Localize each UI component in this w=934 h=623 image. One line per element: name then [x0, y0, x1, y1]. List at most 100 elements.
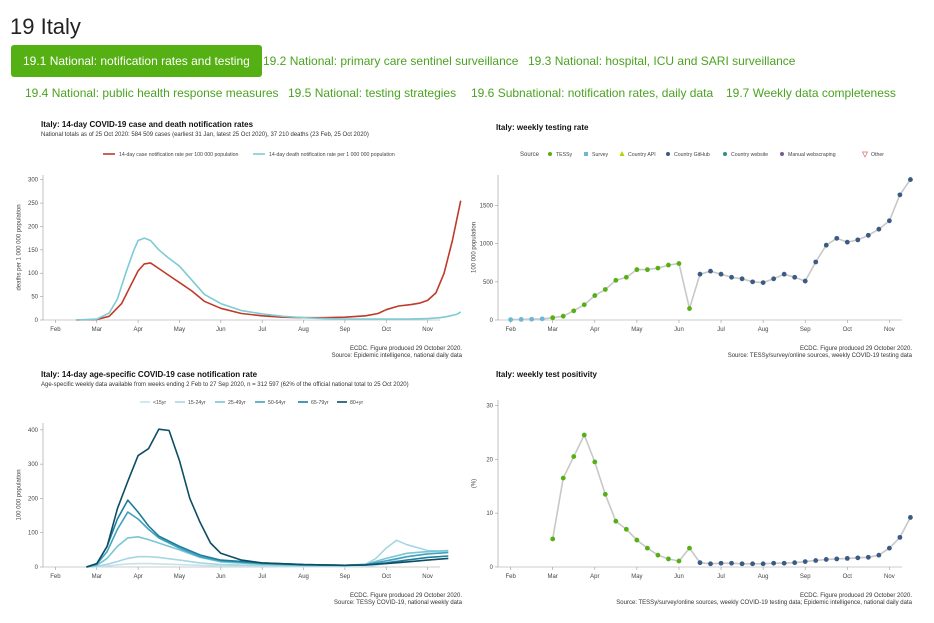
- data-point: [655, 265, 661, 271]
- data-point: [802, 278, 808, 284]
- y-axis-label: Cases per 100 000 and: [15, 216, 16, 278]
- data-point: [781, 560, 787, 566]
- data-point: [886, 545, 892, 551]
- x-tick-label: Jul: [258, 574, 266, 580]
- data-point: [781, 271, 787, 277]
- data-point: [581, 302, 587, 308]
- chart-caption-1: ECDC. Figure produced 29 October 2020.: [349, 346, 462, 352]
- chart-caption-2: Source: TESSy COVID-19, national weekly …: [334, 600, 462, 606]
- series-connector: [510, 179, 912, 321]
- testing-rate-chart: Italy: weekly testing rate 0 500 1000 1500 F…: [470, 120, 920, 365]
- data-point: [908, 515, 913, 520]
- data-point: [613, 518, 619, 524]
- data-point: [750, 561, 756, 567]
- y-tick-label: 100: [28, 271, 39, 277]
- data-point: [697, 271, 703, 277]
- data-point: [708, 561, 713, 567]
- x-tick-label: Nov: [884, 574, 895, 580]
- x-tick-label: Jun: [674, 327, 684, 333]
- data-point: [823, 242, 829, 248]
- legend-label: Other: [871, 152, 884, 158]
- chart-title: Italy: 14-day COVID-19 case and death no…: [41, 120, 254, 129]
- x-tick-label: May: [174, 574, 185, 580]
- legend-marker: [666, 152, 670, 156]
- data-point: [529, 316, 535, 322]
- x-tick-label: Apr: [590, 574, 599, 580]
- tab-public-health-measures[interactable]: 19.4 National: public health response me…: [25, 86, 279, 100]
- data-point: [602, 287, 608, 292]
- data-point: [634, 267, 640, 273]
- x-tick-label: Jul: [258, 327, 266, 333]
- data-point: [792, 274, 798, 280]
- tab-testing-strategies[interactable]: 19.5 National: testing strategies: [288, 86, 457, 100]
- data-point: [708, 268, 713, 274]
- data-point: [823, 557, 829, 562]
- y-tick-label: 200: [28, 496, 39, 502]
- x-tick-label: Mar: [92, 574, 102, 580]
- case-death-rate-plot: 0 50 100 150 200 250 300 Feb Mar Apr May Jun Jul Aug S…: [15, 152, 462, 333]
- series-line: [76, 200, 462, 321]
- chart-caption-1: ECDC. Figure produced 29 October 2020.: [799, 593, 912, 599]
- legend-label: 65-79yr: [311, 400, 329, 406]
- tab-data-completeness[interactable]: 19.7 Weekly data completeness: [726, 86, 896, 100]
- x-tick-label: Aug: [298, 574, 309, 580]
- data-point: [865, 554, 871, 560]
- data-point: [602, 491, 608, 497]
- chart-title: Italy: weekly test positivity: [496, 370, 597, 379]
- tab-primary-care[interactable]: 19.2 National: primary care sentinel sur…: [263, 54, 519, 68]
- x-tick-label: Apr: [133, 574, 142, 580]
- legend-label: TESSy: [556, 152, 573, 158]
- chart-caption-1: ECDC. Figure produced 29 October 2020.: [799, 346, 912, 352]
- x-tick-label: Feb: [505, 327, 516, 333]
- legend-label: 80+yr: [350, 400, 363, 406]
- tab-notification-rates[interactable]: 19.1 National: notification rates and te…: [11, 45, 262, 77]
- tab-hospital-icu[interactable]: 19.3 National: hospital, ICU and SARI su…: [528, 54, 796, 68]
- legend-title: Source: [520, 152, 540, 158]
- x-tick-label: Feb: [50, 574, 61, 580]
- data-point: [655, 552, 661, 558]
- x-tick-label: Nov: [884, 327, 895, 333]
- data-point: [634, 537, 640, 543]
- y-tick-label: 20: [486, 457, 493, 463]
- data-point: [581, 432, 587, 438]
- y-axis-label: 100 000 population: [472, 222, 478, 273]
- data-point: [666, 262, 671, 268]
- y-tick-label: 0: [490, 318, 494, 324]
- data-point: [844, 555, 850, 561]
- x-tick-label: Jun: [216, 327, 226, 333]
- chart-caption-2: Source: TESSy/survey/online sources, wee…: [616, 600, 912, 606]
- testing-rate-plot: 0 500 1000 1500 Feb Mar Apr May Jun Jul Aug Sep Oct N…: [470, 151, 913, 333]
- y-tick-label: 250: [28, 201, 39, 207]
- legend-label: Manual webscraping: [788, 152, 836, 158]
- series-connector: [551, 433, 912, 565]
- data-point: [897, 192, 903, 198]
- chart-caption-2: Source: TESSy/survey/online sources, wee…: [727, 353, 912, 359]
- chart-caption-2: Source: Epidemic intelligence, national …: [331, 353, 462, 359]
- x-tick-label: Feb: [50, 327, 61, 333]
- data-point: [592, 293, 598, 298]
- data-point: [760, 561, 766, 567]
- data-point: [729, 560, 734, 566]
- x-tick-label: Sep: [800, 574, 811, 580]
- data-point: [908, 177, 913, 182]
- legend-marker: [723, 152, 727, 156]
- series-line: [86, 428, 449, 568]
- x-tick-label: May: [174, 327, 185, 333]
- data-point: [739, 276, 745, 282]
- legend-marker: [780, 152, 784, 156]
- data-point: [571, 454, 577, 459]
- x-tick-label: Oct: [382, 574, 392, 580]
- legend-label: 25-49yr: [228, 400, 246, 406]
- data-point: [644, 267, 650, 273]
- x-tick-label: Oct: [382, 327, 392, 333]
- data-point: [560, 475, 566, 481]
- data-point: [550, 315, 556, 321]
- series-line: [76, 237, 462, 321]
- y-tick-label: 200: [28, 224, 39, 230]
- tab-subnational[interactable]: 19.6 Subnational: notification rates, da…: [471, 86, 714, 100]
- y-tick-label: 30: [486, 403, 493, 409]
- data-point: [813, 558, 819, 563]
- data-point: [623, 274, 629, 280]
- x-tick-label: Apr: [590, 327, 599, 333]
- y-tick-label: 0: [35, 565, 39, 571]
